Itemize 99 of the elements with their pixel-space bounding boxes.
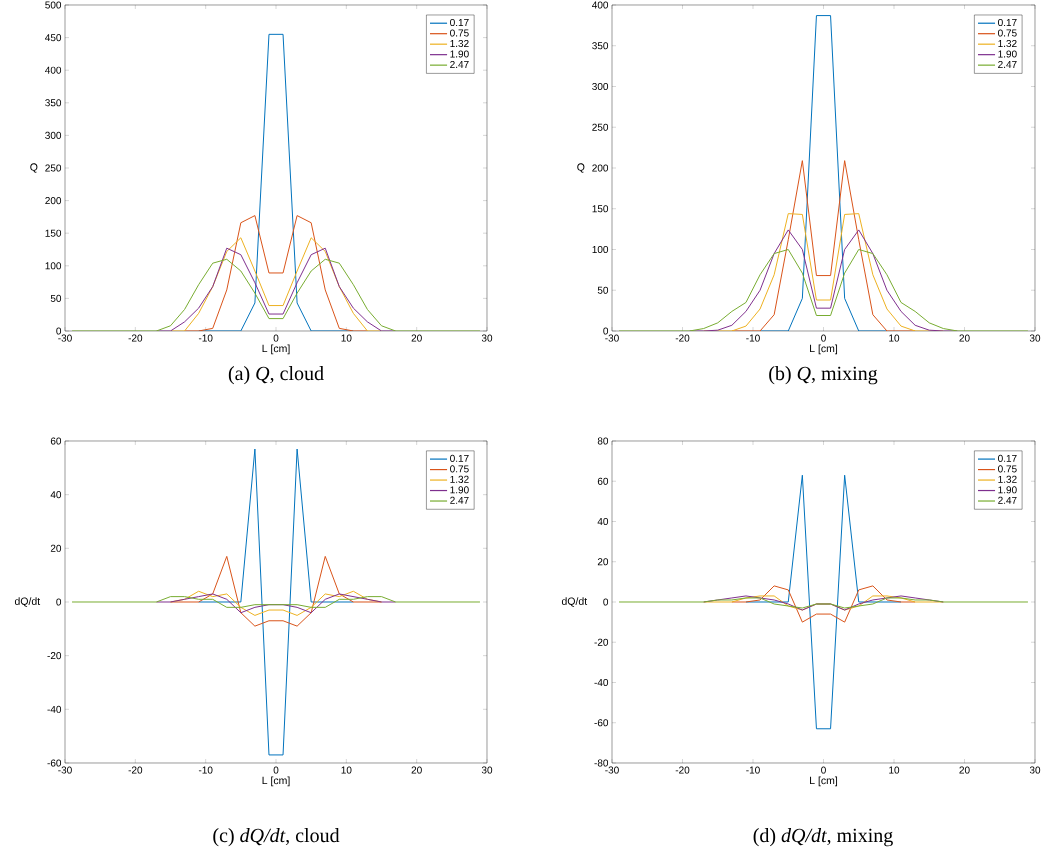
legend-label: 0.75 xyxy=(450,465,469,473)
x-tick-label: 10 xyxy=(889,766,900,774)
x-tick-label: -30 xyxy=(58,334,72,342)
legend-label: 0.17 xyxy=(450,18,469,27)
y-axis-title: Q xyxy=(577,163,585,173)
x-tick-label: -10 xyxy=(746,334,760,342)
x-tick-label: 0 xyxy=(273,334,279,342)
x-axis-title: L [cm] xyxy=(810,776,838,787)
y-tick-label: -80 xyxy=(594,759,609,767)
y-tick-label: 450 xyxy=(45,34,62,42)
legend-label: 0.17 xyxy=(998,454,1017,462)
line-series xyxy=(170,237,382,331)
legend-label: 2.47 xyxy=(998,496,1017,504)
y-tick-label: 80 xyxy=(597,437,609,445)
legend-label: 1.90 xyxy=(998,50,1017,58)
y-tick-label: 50 xyxy=(597,286,609,294)
legend-label: 1.90 xyxy=(450,50,469,58)
y-tick-label: -20 xyxy=(47,652,62,660)
y-tick-label: 500 xyxy=(45,1,62,9)
x-tick-label: 30 xyxy=(481,334,493,342)
legend-label: 1.90 xyxy=(450,486,469,494)
x-tick-label: 10 xyxy=(341,766,352,774)
x-tick-label: -20 xyxy=(675,334,690,342)
y-tick-label: 200 xyxy=(592,164,609,172)
y-axis-title: dQ/dt xyxy=(14,597,41,607)
x-tick-label: -20 xyxy=(128,766,143,774)
x-tick-label: -10 xyxy=(746,766,760,774)
y-tick-label: 100 xyxy=(592,245,609,254)
y-axis-title: dQ/dt xyxy=(561,597,588,607)
x-tick-label: 0 xyxy=(821,334,826,342)
legend-label: 1.90 xyxy=(998,486,1017,494)
y-tick-label: 150 xyxy=(592,205,609,213)
y-tick-label: 300 xyxy=(592,82,609,91)
legend-label: 1.32 xyxy=(998,39,1017,48)
y-tick-label: 250 xyxy=(45,164,62,172)
y-tick-label: 0 xyxy=(56,327,62,335)
legend-label: 1.32 xyxy=(998,475,1017,483)
y-tick-label: 350 xyxy=(45,99,62,107)
x-axis-title: L [cm] xyxy=(262,776,290,787)
x-tick-label: -20 xyxy=(128,334,143,342)
x-tick-label: 20 xyxy=(411,766,422,774)
x-tick-label: -30 xyxy=(605,766,619,774)
y-tick-label: -40 xyxy=(594,678,609,687)
y-tick-label: 20 xyxy=(50,544,62,552)
y-tick-label: 0 xyxy=(56,598,62,606)
x-tick-label: -30 xyxy=(605,334,619,342)
y-tick-label: 40 xyxy=(597,517,609,526)
y-tick-label: 200 xyxy=(45,197,62,205)
x-tick-label: 20 xyxy=(959,766,970,774)
y-tick-label: 0 xyxy=(603,598,609,606)
y-tick-label: 250 xyxy=(592,123,609,131)
legend-label: 0.17 xyxy=(998,18,1017,27)
legend-label: 1.32 xyxy=(450,475,469,483)
y-tick-label: 350 xyxy=(592,42,609,50)
x-tick-label: 0 xyxy=(273,766,279,774)
y-tick-label: 40 xyxy=(50,491,62,499)
legend-label: 2.47 xyxy=(998,60,1017,68)
x-tick-label: 0 xyxy=(821,766,826,774)
x-tick-label: -10 xyxy=(198,766,213,774)
x-axis-title: L [cm] xyxy=(810,344,838,355)
x-tick-label: 10 xyxy=(341,334,352,342)
y-tick-label: -20 xyxy=(594,638,609,646)
y-axis-title: Q xyxy=(30,163,38,173)
x-tick-label: 20 xyxy=(411,334,422,342)
text: (c) dQ/dt, cloud xyxy=(213,828,340,847)
legend-label: 2.47 xyxy=(450,496,469,504)
y-tick-label: 20 xyxy=(597,558,609,566)
text: (b) Q, mixing xyxy=(769,366,878,385)
legend-label: 1.32 xyxy=(450,39,469,48)
legend-label: 0.75 xyxy=(998,465,1017,473)
y-tick-label: -40 xyxy=(47,705,62,713)
legend-label: 0.75 xyxy=(450,29,469,37)
y-tick-label: 0 xyxy=(603,327,609,335)
line-series xyxy=(184,215,368,331)
line-series xyxy=(731,585,916,623)
text: (d) dQ/dt, mixing xyxy=(753,828,893,847)
x-tick-label: -20 xyxy=(675,766,690,774)
x-tick-label: -30 xyxy=(58,766,72,774)
x-tick-label: 30 xyxy=(481,766,493,774)
x-tick-label: 10 xyxy=(889,334,900,342)
y-tick-label: 300 xyxy=(45,131,62,139)
y-tick-label: 150 xyxy=(45,229,62,237)
y-tick-label: 100 xyxy=(45,262,62,270)
x-tick-label: 30 xyxy=(1029,334,1041,342)
y-tick-label: -60 xyxy=(47,759,62,767)
text: (a) Q, cloud xyxy=(228,366,324,385)
legend-label: 0.17 xyxy=(450,454,469,462)
x-tick-label: 20 xyxy=(959,334,970,342)
y-tick-label: -60 xyxy=(594,719,609,727)
x-axis-title: L [cm] xyxy=(262,344,290,355)
y-tick-label: 60 xyxy=(50,437,62,445)
y-tick-label: 400 xyxy=(45,66,62,74)
x-tick-label: -10 xyxy=(198,334,213,342)
x-tick-label: 30 xyxy=(1029,766,1041,774)
legend-label: 0.75 xyxy=(998,29,1017,37)
y-tick-label: 60 xyxy=(597,477,609,485)
legend-label: 2.47 xyxy=(450,60,469,68)
y-tick-label: 400 xyxy=(592,1,609,9)
y-tick-label: 50 xyxy=(50,294,62,302)
